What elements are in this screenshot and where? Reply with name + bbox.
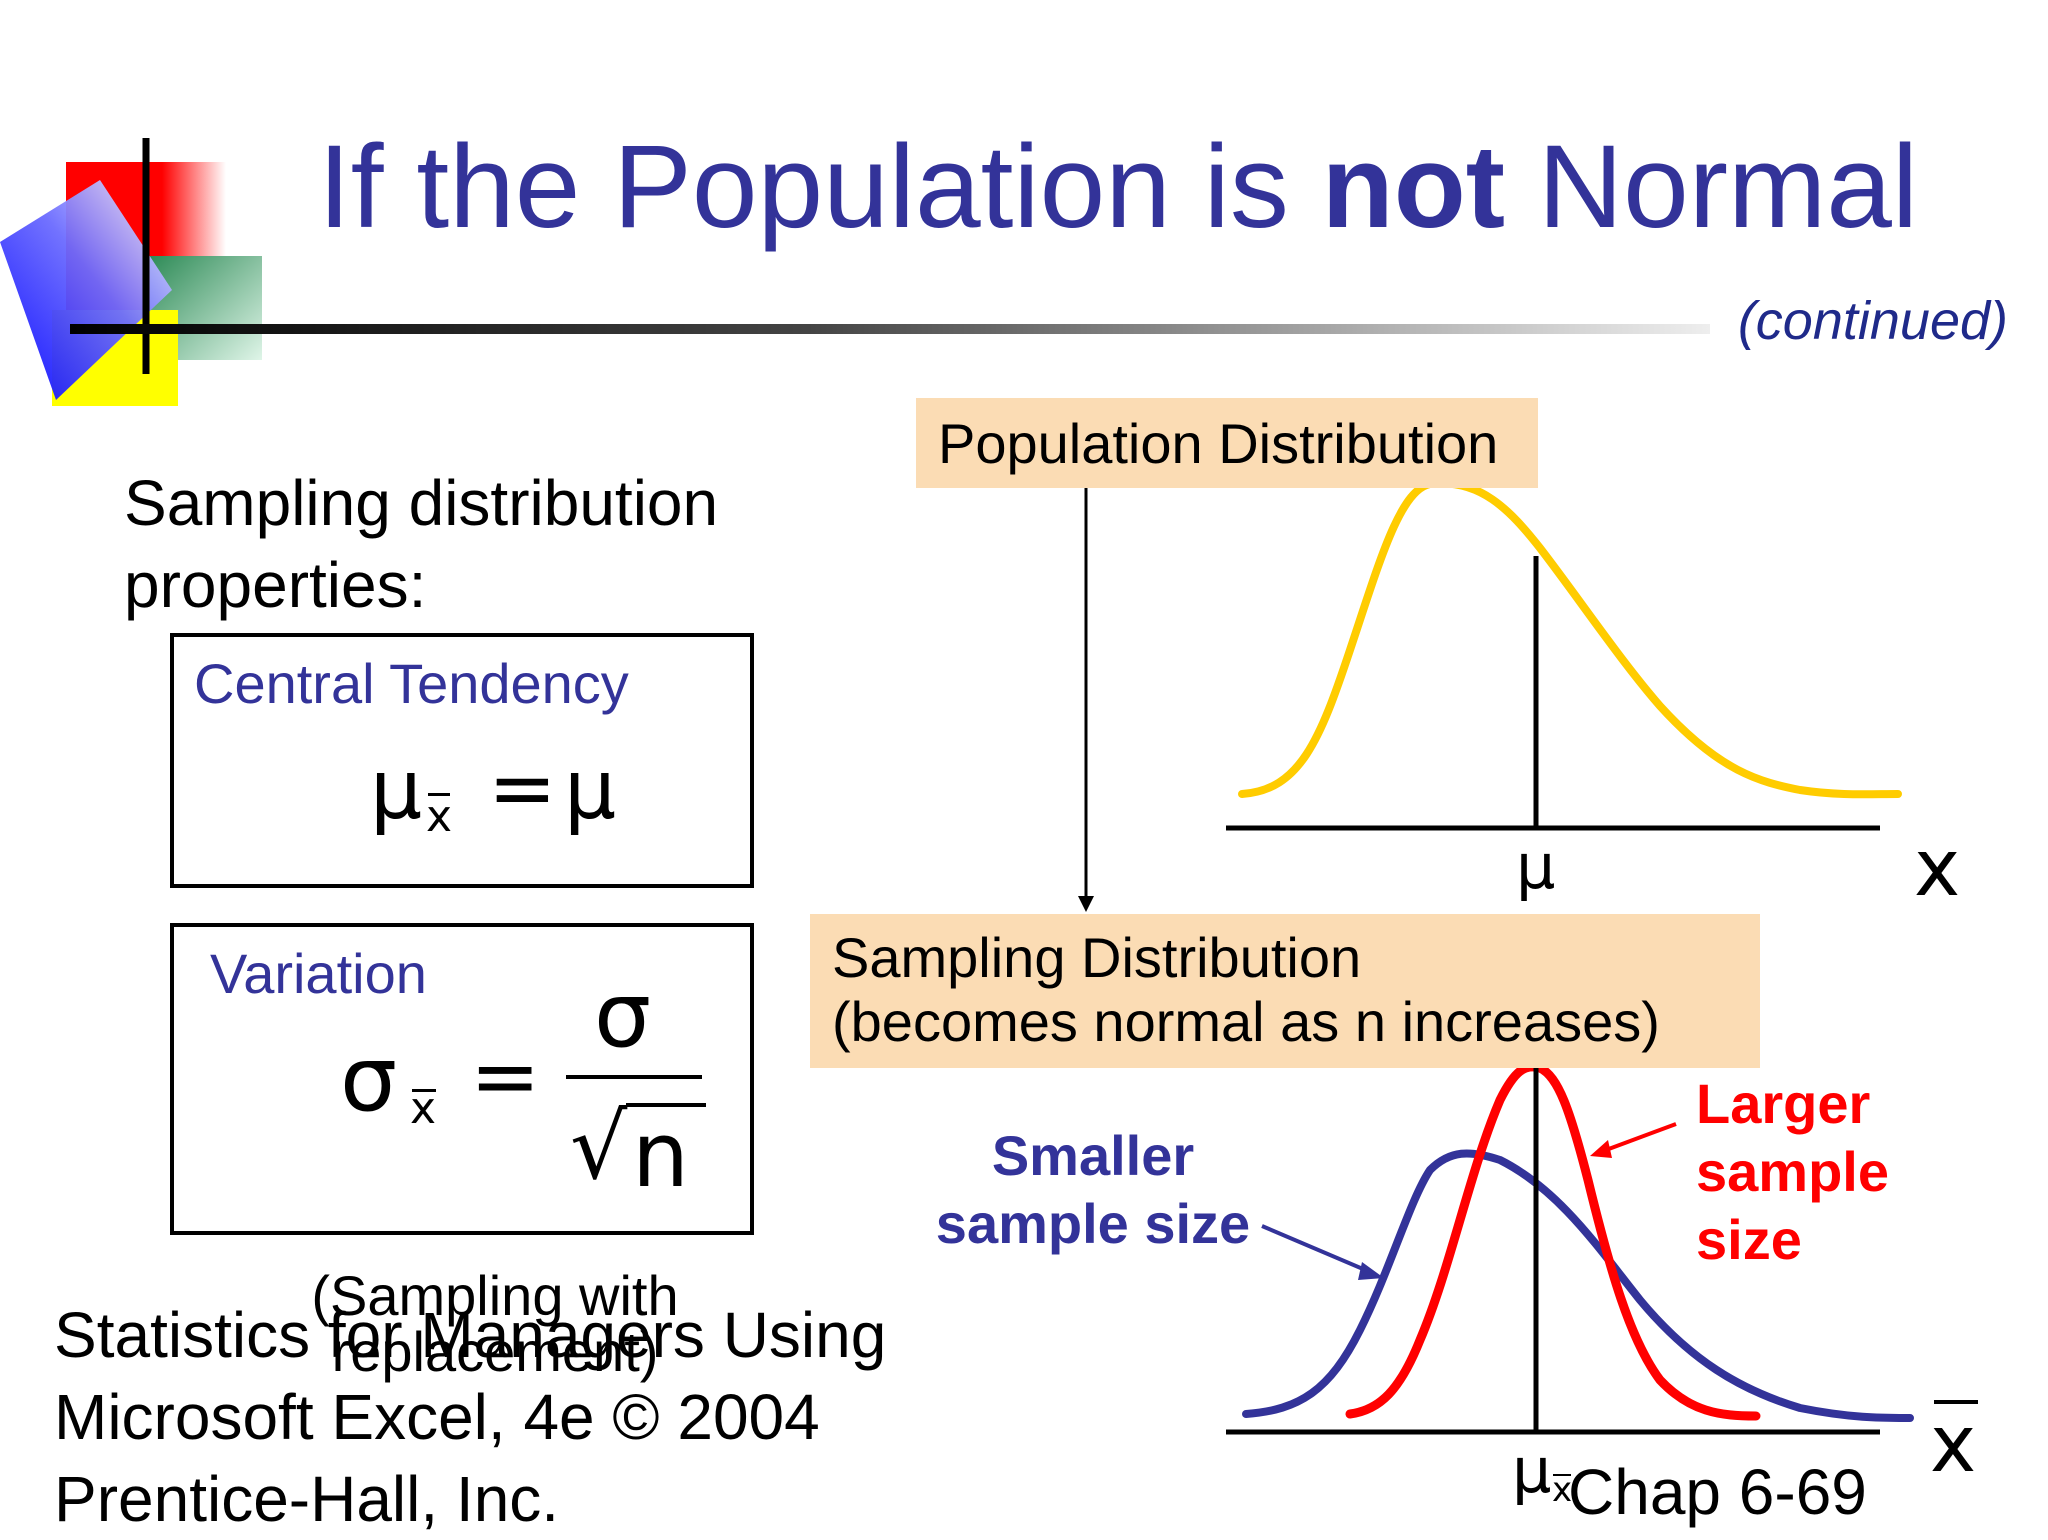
- xbar-overline: [428, 793, 450, 796]
- larger-sample-label: Larger sample size: [1696, 1072, 1889, 1271]
- population-curve: [1238, 479, 1902, 799]
- sampling-label-line1: Sampling Distribution: [832, 926, 1362, 989]
- equals-sign: =: [470, 1027, 541, 1125]
- population-label: Population Distribution: [938, 412, 1499, 475]
- mu-symbol: μ: [1512, 1434, 1552, 1507]
- sqrt-symbol: √: [570, 1095, 628, 1200]
- xbar-symbol: x: [1930, 1400, 1977, 1490]
- smaller-pointer: [1261, 1224, 1371, 1274]
- equals-sign: =: [488, 741, 557, 836]
- population-axis-label: x: [1914, 824, 1961, 914]
- sampling-label-box: Sampling Distribution (becomes normal as…: [810, 914, 1760, 1068]
- sampling-note: (Sampling with replacement): [311, 1264, 679, 1383]
- larger-sample-curve: [1345, 1062, 1761, 1421]
- central-tendency-formula: μ x = μ: [370, 741, 750, 853]
- flow-arrow-head: [1078, 896, 1094, 912]
- smaller-sample-label: Smaller sample size: [935, 1124, 1251, 1255]
- slide-logo: [0, 138, 262, 406]
- xbar-subscript: x: [1552, 1470, 1573, 1510]
- citation: Statistics for Managers Using Microsoft …: [54, 1299, 887, 1535]
- sigma-symbol: σ: [340, 1027, 398, 1132]
- variation-label: Variation: [210, 942, 427, 1005]
- sampling-axis-label: x: [1930, 1388, 1990, 1490]
- variation-formula: σ x = σ √ n: [174, 927, 754, 1227]
- mu-symbol-rhs: μ: [564, 743, 617, 838]
- population-mean-label: μ: [1516, 830, 1556, 903]
- slide-title: If the Population is not Normal: [318, 121, 1919, 253]
- chapter-number: Chap 6-69: [1568, 1456, 1867, 1528]
- n-denominator: n: [632, 1103, 690, 1208]
- xbar-subscript: x: [426, 791, 453, 842]
- title-rule: [70, 324, 1710, 334]
- smaller-pointer-head: [1358, 1262, 1384, 1280]
- variation-box: Variation σ x = σ √ n: [170, 923, 754, 1235]
- larger-pointer-head: [1590, 1140, 1612, 1158]
- sampling-label-line2: (becomes normal as n increases): [832, 990, 1660, 1053]
- smaller-sample-curve: [1242, 1149, 1914, 1422]
- sigma-numerator: σ: [594, 963, 652, 1068]
- fraction-bar: [566, 1075, 702, 1079]
- xbar-overline: [1553, 1474, 1571, 1476]
- properties-heading: Sampling distribution properties:: [124, 467, 719, 621]
- xbar-overline: [412, 1089, 436, 1092]
- central-tendency-label: Central Tendency: [194, 652, 629, 715]
- xbar-overline: [1934, 1400, 1978, 1404]
- sampling-mean-label: μ x: [1512, 1434, 1572, 1514]
- central-tendency-box: Central Tendency μ x = μ: [170, 633, 754, 888]
- sqrt-overbar: [626, 1103, 706, 1107]
- slide-subtitle: (continued): [1737, 291, 2008, 351]
- population-label-box: Population Distribution: [916, 398, 1538, 488]
- mu-symbol: μ: [370, 743, 423, 838]
- larger-pointer: [1605, 1122, 1677, 1152]
